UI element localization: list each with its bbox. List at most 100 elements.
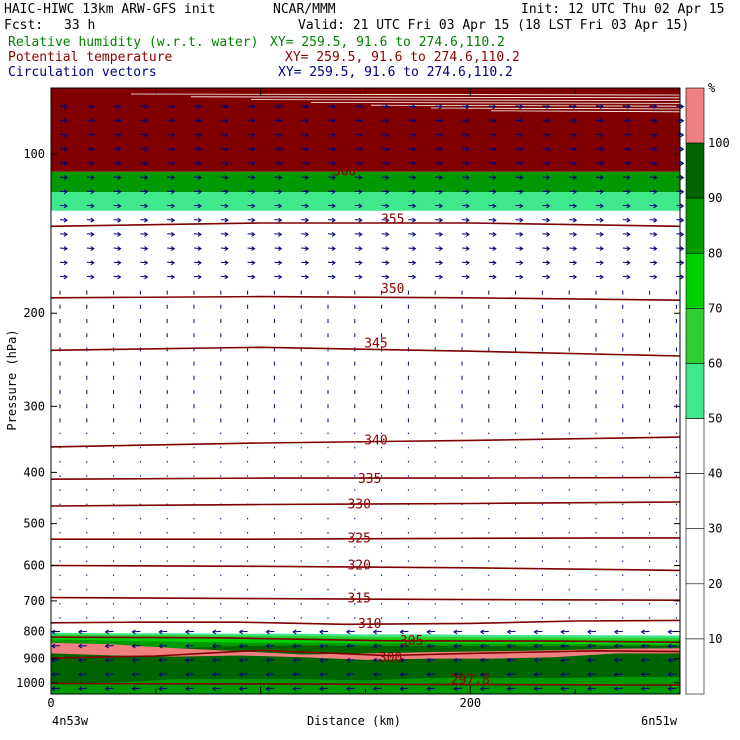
vector-arrowhead	[331, 189, 336, 195]
vector-arrow	[381, 148, 389, 150]
vector-arrow	[649, 176, 657, 179]
vector-arrow	[542, 119, 550, 122]
vector-arrowhead	[426, 672, 431, 677]
vector-arrowhead	[197, 132, 202, 138]
vector-arrowhead	[331, 118, 336, 124]
vector-arrowhead	[117, 175, 122, 181]
vector-arrowhead	[117, 118, 122, 124]
vector-arrow	[327, 204, 336, 207]
vector-arrowhead	[117, 260, 122, 266]
vector-arrow	[488, 133, 496, 136]
vector-arrow	[159, 630, 168, 633]
vector-arrowhead	[90, 175, 95, 181]
vector-arrow	[86, 105, 94, 108]
y-tick-label: 900	[23, 652, 45, 666]
vector-arrow	[649, 148, 657, 150]
vector-arrow	[193, 190, 202, 193]
vector-arrow	[274, 119, 282, 122]
vector-arrowhead	[438, 104, 444, 110]
vector-arrowhead	[465, 104, 470, 110]
vector-arrowhead	[453, 657, 458, 663]
vector-arrowhead	[117, 231, 122, 237]
vector-arrowhead	[680, 260, 685, 266]
vector-arrowhead	[292, 643, 297, 649]
vector-arrowhead	[117, 274, 122, 280]
vector-arrow	[461, 204, 470, 207]
vector-arrowhead	[412, 118, 417, 124]
vector-arrowhead	[104, 686, 109, 692]
vector-arrowhead	[144, 274, 149, 280]
vector-arrow	[435, 219, 443, 221]
vector-arrowhead	[170, 175, 176, 181]
vector-arrowhead	[63, 246, 68, 252]
vector-arrow	[641, 673, 650, 675]
vector-arrowhead	[278, 231, 283, 237]
vector-arrow	[668, 645, 677, 647]
theta-label-310: 310	[358, 617, 381, 632]
vector-arrowhead	[197, 189, 202, 195]
y-tick-label: 300	[23, 399, 45, 413]
vector-arrow	[140, 219, 148, 221]
vector-arrowhead	[426, 657, 431, 663]
vector-arrowhead	[506, 643, 511, 649]
colorbar-segment	[685, 528, 705, 585]
vector-arrowhead	[278, 160, 283, 166]
vector-arrow	[461, 261, 470, 264]
vector-arrowhead	[117, 203, 122, 209]
x-tick-label: 0	[47, 696, 54, 710]
vector-arrowhead	[345, 629, 351, 635]
vector-arrowhead	[278, 189, 283, 195]
vector-arrow	[461, 162, 470, 164]
vector-arrow	[408, 247, 416, 250]
vector-arrow	[212, 659, 221, 661]
vector-arrow	[86, 261, 94, 264]
vector-arrow	[185, 645, 195, 647]
vector-arrow	[622, 133, 630, 136]
vector-arrowhead	[385, 146, 390, 152]
y-tick-label: 500	[23, 517, 45, 531]
vector-arrow	[595, 148, 604, 150]
vector-arrow	[507, 630, 516, 633]
vector-arrowhead	[77, 643, 83, 649]
vector-arrowhead	[63, 203, 68, 209]
vector-arrowhead	[319, 672, 324, 677]
vector-arrowhead	[572, 160, 578, 166]
vector-arrow	[59, 261, 68, 264]
vector-arrowhead	[667, 643, 672, 649]
vector-arrowhead	[533, 672, 538, 677]
vector-arrowhead	[185, 657, 190, 663]
vector-arrowhead	[680, 231, 685, 237]
vector-arrowhead	[587, 657, 592, 663]
vector-arrow	[159, 687, 168, 690]
vector-arrow	[113, 190, 121, 193]
vector-arrow	[301, 219, 309, 221]
vector-arrowhead	[599, 118, 604, 124]
vector-arrow	[668, 673, 677, 675]
vector-arrow	[301, 261, 309, 264]
vector-arrow	[274, 162, 282, 164]
vector-arrowhead	[358, 160, 363, 166]
vector-arrow	[105, 687, 114, 690]
vector-arrowhead	[251, 132, 256, 138]
vector-arrowhead	[560, 643, 565, 649]
vector-arrow	[354, 105, 362, 108]
vector-arrowhead	[492, 118, 497, 124]
y-tick-label: 200	[23, 306, 45, 320]
vector-arrow	[595, 133, 604, 136]
vector-arrowhead	[331, 246, 336, 252]
vector-arrow	[435, 133, 443, 136]
vector-arrowhead	[653, 203, 658, 209]
vector-arrow	[381, 233, 389, 235]
vector-arrowhead	[438, 160, 444, 166]
vector-arrowhead	[197, 231, 202, 237]
vector-arrowhead	[144, 175, 149, 181]
vector-arrow	[167, 247, 175, 250]
vector-arrow	[622, 148, 630, 150]
vector-arrow	[408, 190, 416, 193]
vector-arrow	[159, 673, 168, 675]
vector-arrow	[587, 673, 597, 675]
vector-arrowhead	[224, 274, 229, 280]
vector-arrow	[488, 233, 496, 235]
vector-arrowhead	[117, 104, 122, 110]
vector-arrow	[408, 105, 416, 108]
